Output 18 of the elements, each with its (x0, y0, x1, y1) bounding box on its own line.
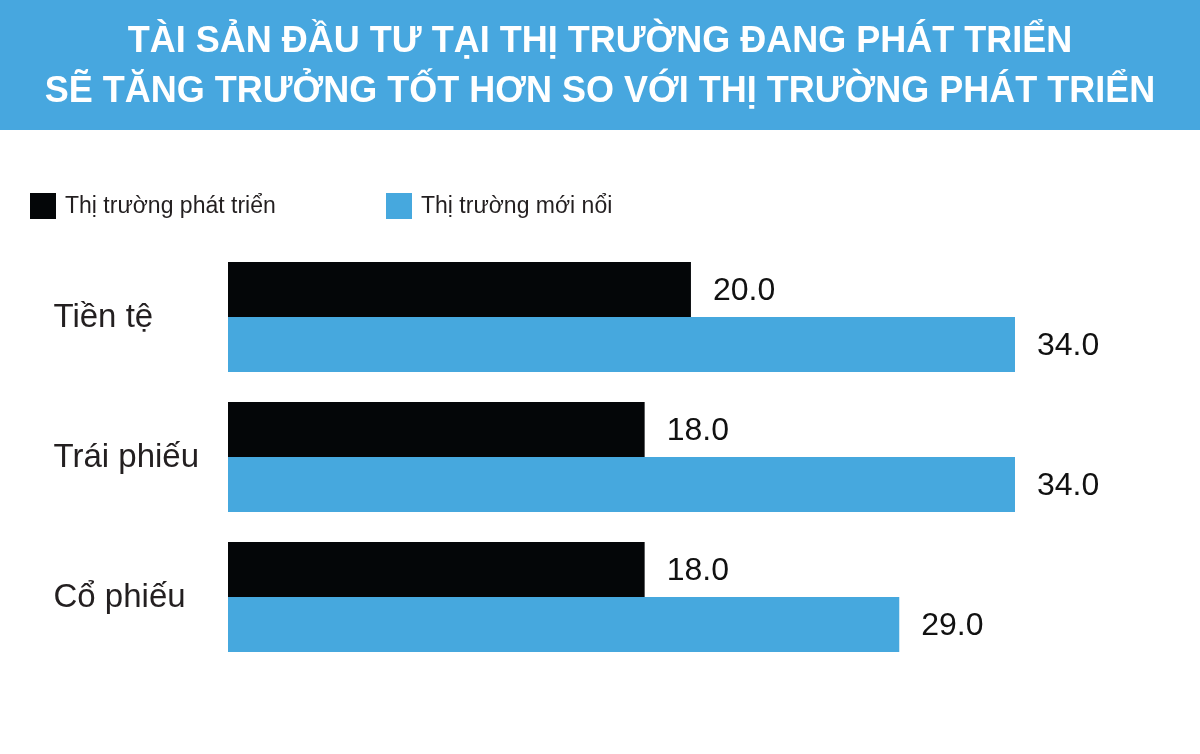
bar (228, 542, 645, 597)
data-label: 18.0 (666, 550, 729, 587)
data-label: 34.0 (1037, 465, 1100, 502)
legend-label: Thị trường mới nổi (421, 192, 613, 218)
bar (228, 402, 645, 457)
y-tick-label: Cổ phiếu (53, 577, 186, 614)
data-label: 34.0 (1037, 325, 1100, 362)
y-tick-label: Tiền tệ (53, 297, 154, 334)
bar (228, 597, 900, 652)
data-label: 18.0 (666, 410, 729, 447)
bar (228, 457, 1015, 512)
data-label: 29.0 (921, 605, 984, 642)
y-tick-label: Trái phiếu (53, 437, 200, 474)
chart-title: TÀI SẢN ĐẦU TƯ TẠI THỊ TRƯỜNG ĐANG PHÁT TRIỂN SẼ TĂNG TRƯỞNG TỐT HƠN SO VỚI THỊ TRƯỜNG PHÁT TRIỂN (44, 18, 1156, 110)
data-label: 20.0 (712, 270, 776, 307)
bar (228, 317, 1015, 372)
legend-label: Thị trường phát triển (65, 192, 276, 218)
bar (228, 262, 691, 317)
